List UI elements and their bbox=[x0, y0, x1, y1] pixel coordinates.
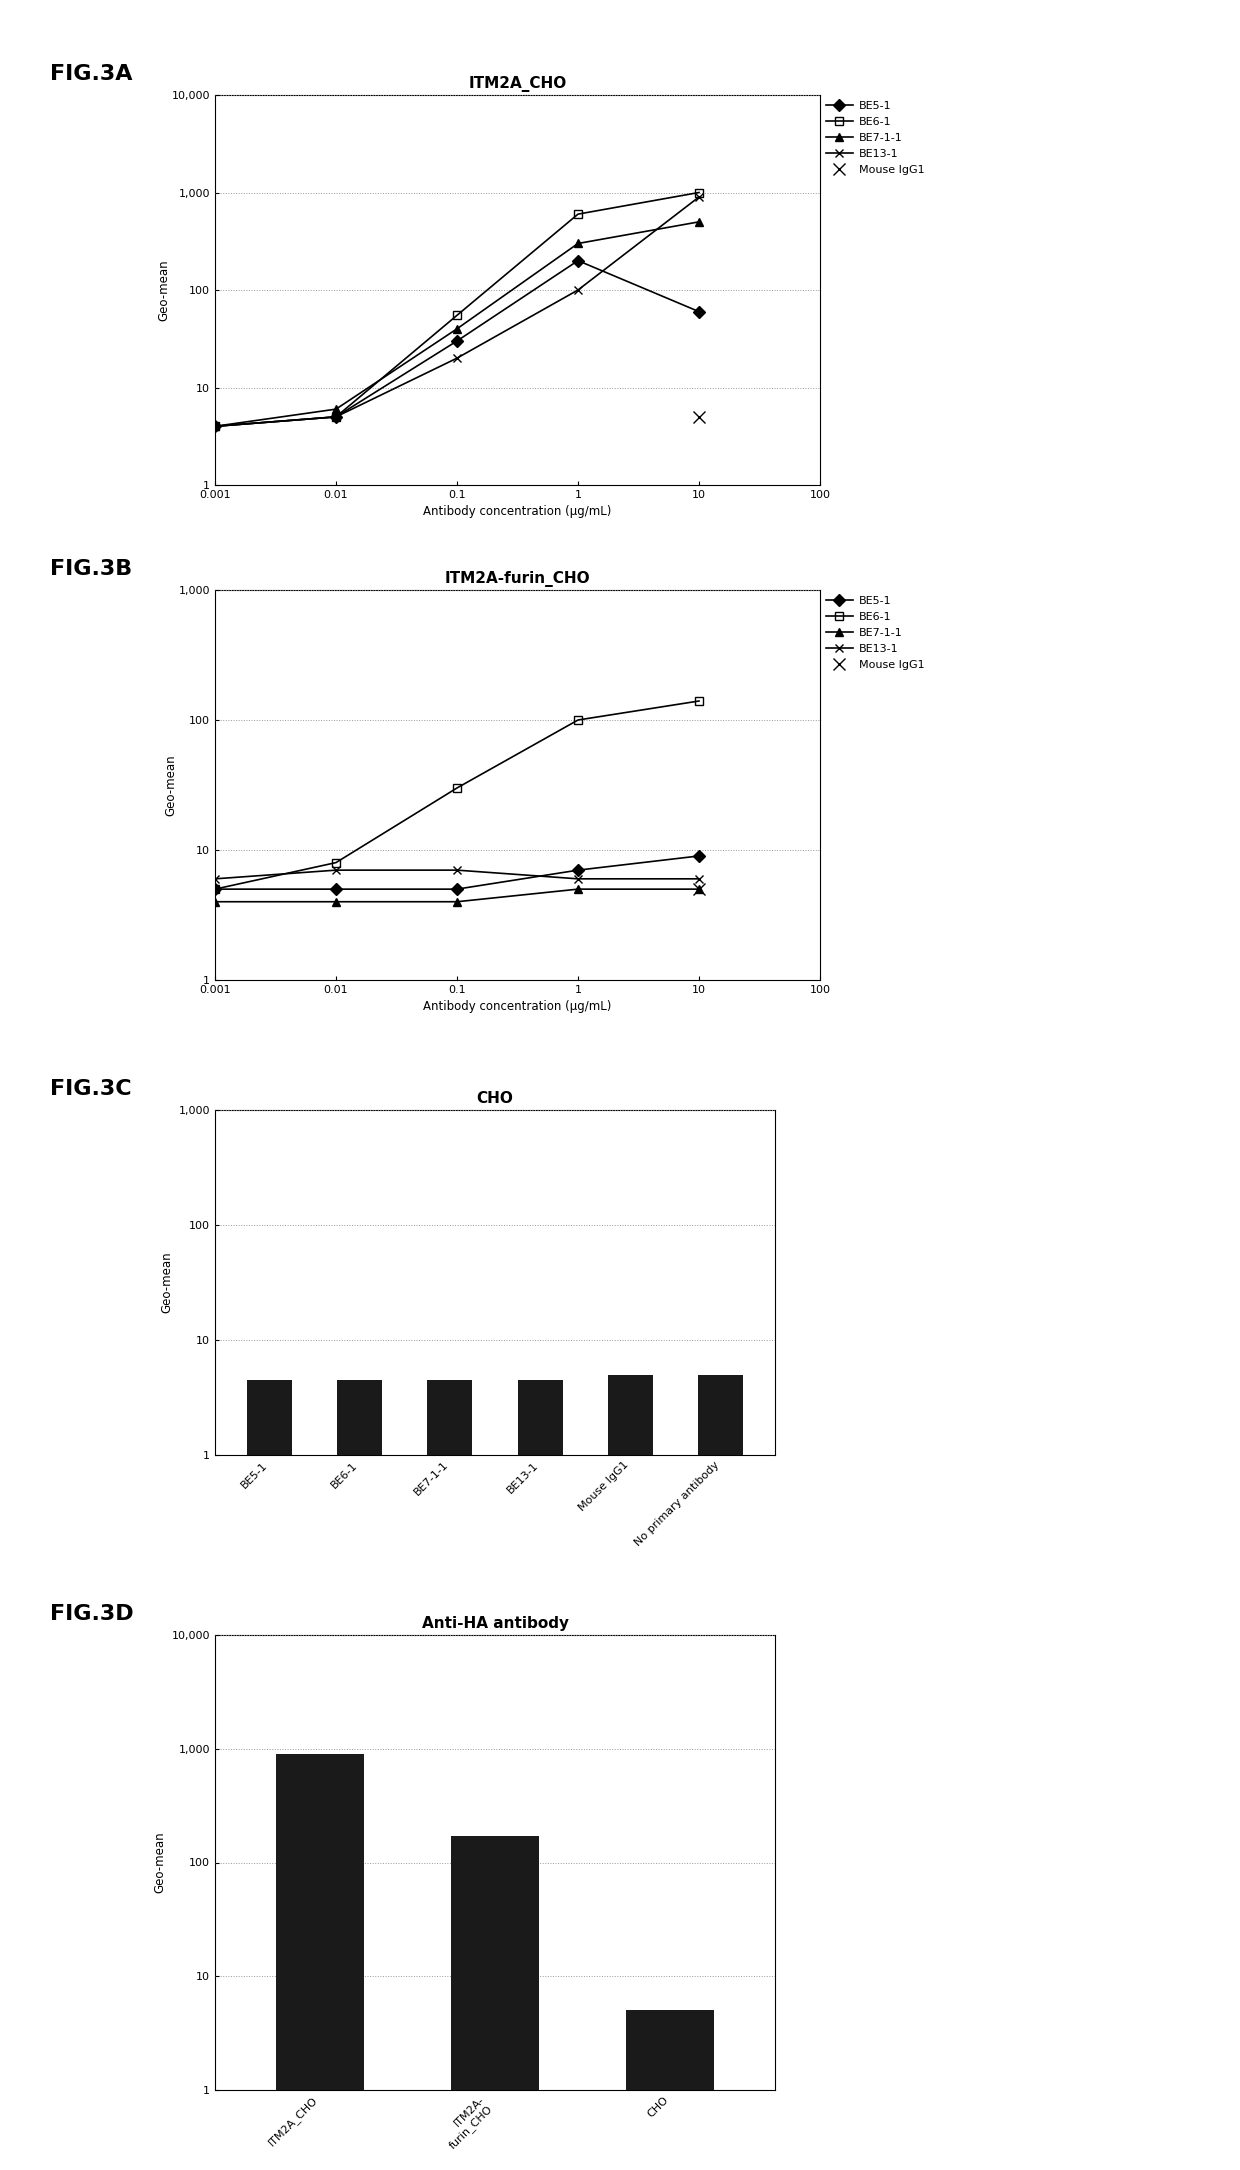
Title: Anti-HA antibody: Anti-HA antibody bbox=[422, 1617, 568, 1632]
Title: ITM2A_CHO: ITM2A_CHO bbox=[469, 76, 567, 91]
Bar bbox=[337, 1380, 382, 2170]
Text: FIG.3D: FIG.3D bbox=[50, 1604, 133, 1623]
Text: FIG.3B: FIG.3B bbox=[50, 560, 131, 579]
Bar bbox=[277, 1753, 363, 2170]
Bar bbox=[698, 1374, 744, 2170]
Y-axis label: Geo-mean: Geo-mean bbox=[157, 258, 170, 321]
Y-axis label: Geo-mean: Geo-mean bbox=[160, 1252, 174, 1313]
Bar bbox=[626, 2009, 714, 2170]
Bar bbox=[247, 1380, 291, 2170]
Bar bbox=[517, 1380, 563, 2170]
Title: ITM2A-furin_CHO: ITM2A-furin_CHO bbox=[445, 571, 590, 588]
Bar bbox=[428, 1380, 472, 2170]
Legend: BE5-1, BE6-1, BE7-1-1, BE13-1, Mouse IgG1: BE5-1, BE6-1, BE7-1-1, BE13-1, Mouse IgG… bbox=[826, 595, 925, 671]
Y-axis label: Geo-mean: Geo-mean bbox=[164, 755, 177, 816]
X-axis label: Antibody concentration (μg/mL): Antibody concentration (μg/mL) bbox=[423, 506, 611, 519]
Bar bbox=[451, 1836, 538, 2170]
Text: FIG.3A: FIG.3A bbox=[50, 65, 133, 85]
Legend: BE5-1, BE6-1, BE7-1-1, BE13-1, Mouse IgG1: BE5-1, BE6-1, BE7-1-1, BE13-1, Mouse IgG… bbox=[826, 100, 925, 176]
X-axis label: Antibody concentration (μg/mL): Antibody concentration (μg/mL) bbox=[423, 1000, 611, 1013]
Text: FIG.3C: FIG.3C bbox=[50, 1078, 131, 1100]
Title: CHO: CHO bbox=[476, 1092, 513, 1107]
Bar bbox=[608, 1374, 653, 2170]
Y-axis label: Geo-mean: Geo-mean bbox=[153, 1831, 166, 1892]
